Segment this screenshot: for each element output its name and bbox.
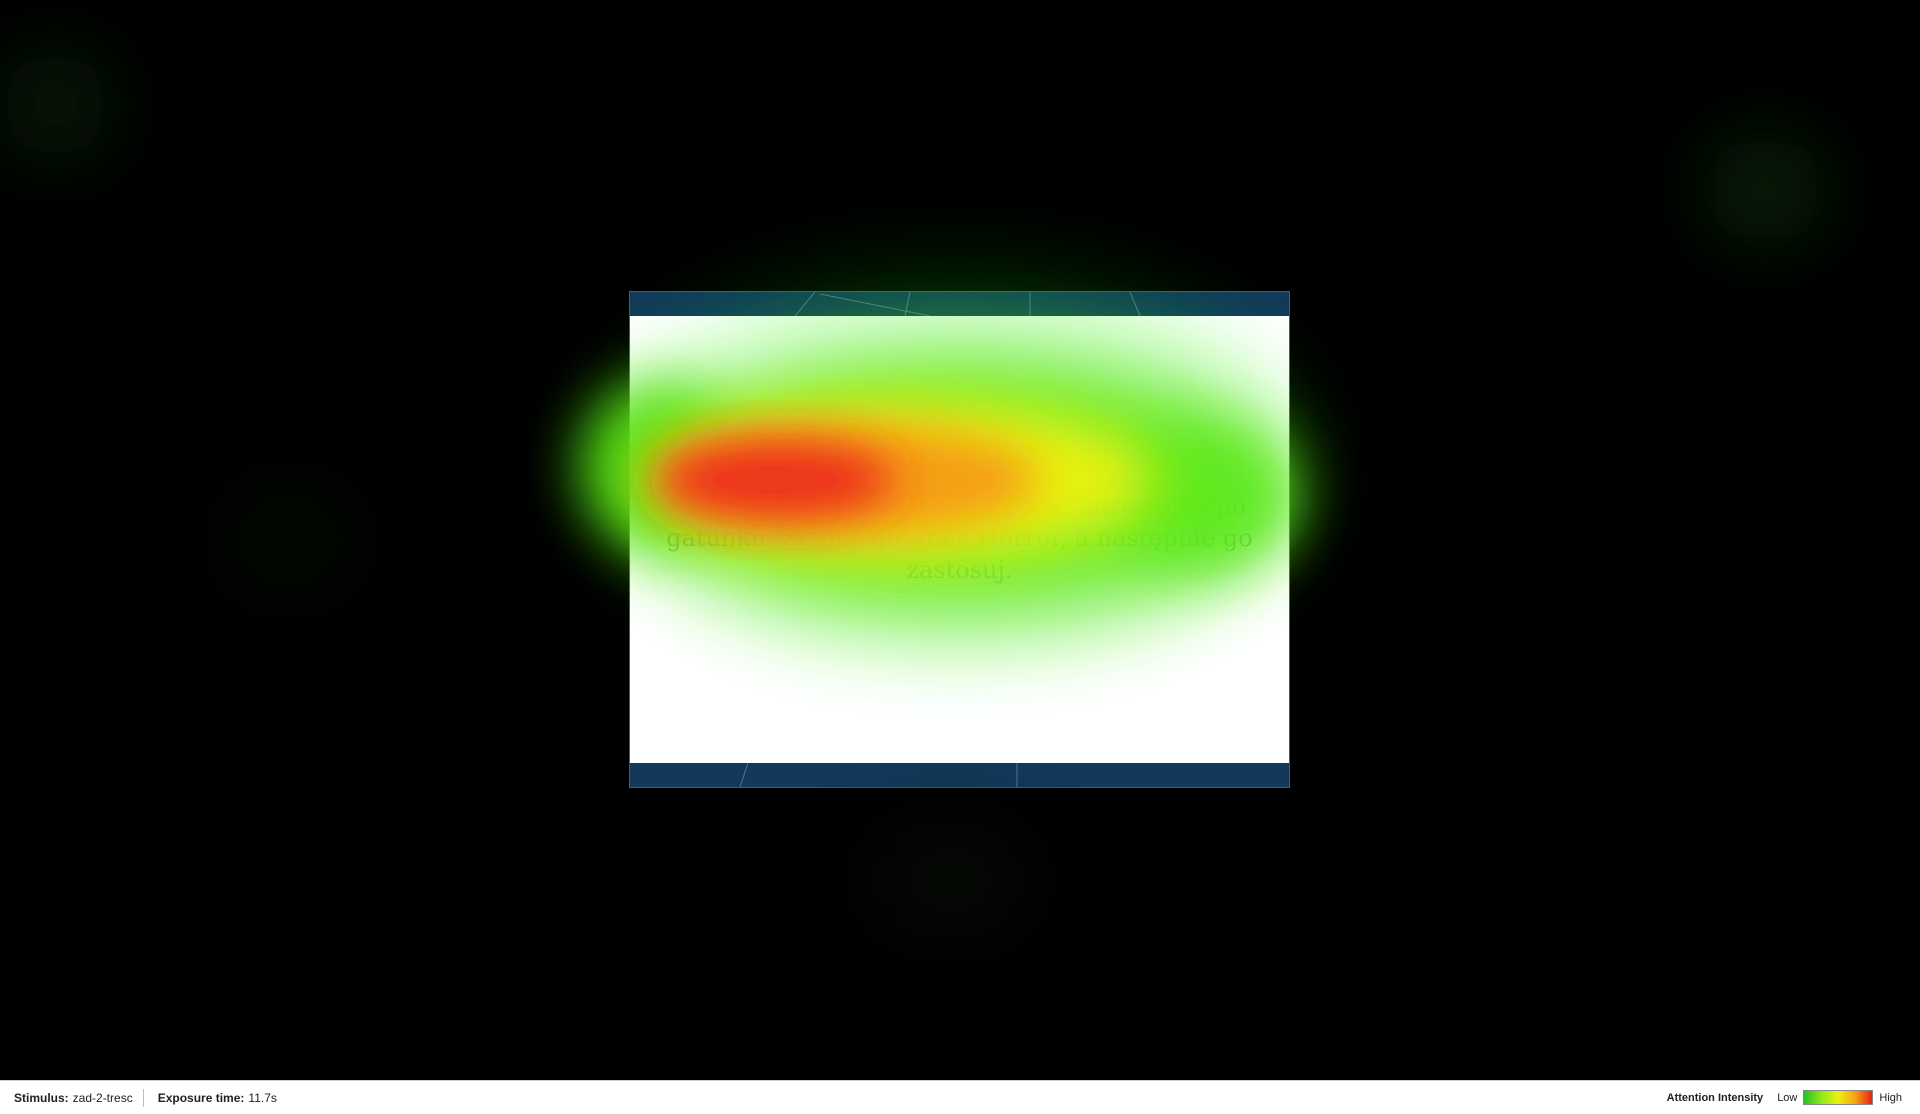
header-band-lines xyxy=(794,292,1141,316)
stimulus-header-band xyxy=(630,292,1289,316)
exposure-label: Exposure time: xyxy=(157,1090,245,1105)
exposure-value: 11.7s xyxy=(248,1090,277,1105)
task-title: Zadanie 2. xyxy=(892,446,1027,475)
status-separator xyxy=(142,1088,144,1107)
stimulus-screen: Zadanie 2. Znajdź listę filmów. Znajdź o… xyxy=(629,291,1290,788)
footer-band-lines xyxy=(739,763,1018,787)
legend-high-label: High xyxy=(1879,1091,1902,1104)
stimulus-value: zad-2-tresc xyxy=(72,1090,133,1105)
attention-legend: Attention Intensity Low High xyxy=(1667,1090,1920,1105)
stimulus-info: Stimulus: zad-2-tresc xyxy=(0,1088,143,1108)
legend-low-label: Low xyxy=(1777,1091,1798,1104)
stimulus-content: Zadanie 2. Znajdź listę filmów. Znajdź o… xyxy=(630,316,1289,765)
stimulus-label: Stimulus: xyxy=(14,1090,69,1105)
status-bar: Stimulus: zad-2-tresc Exposure time: 11.… xyxy=(0,1080,1920,1114)
stimulus-footer-band xyxy=(630,763,1289,787)
legend-gradient-bar xyxy=(1803,1090,1874,1105)
legend-title: Attention Intensity xyxy=(1666,1091,1764,1104)
exposure-info: Exposure time: 11.7s xyxy=(144,1088,287,1108)
heatmap-viewport: Zadanie 2. Znajdź listę filmów. Znajdź o… xyxy=(0,50,1825,940)
task-instructions: Znajdź listę filmów. Znajdź opcję filtro… xyxy=(666,492,1253,584)
